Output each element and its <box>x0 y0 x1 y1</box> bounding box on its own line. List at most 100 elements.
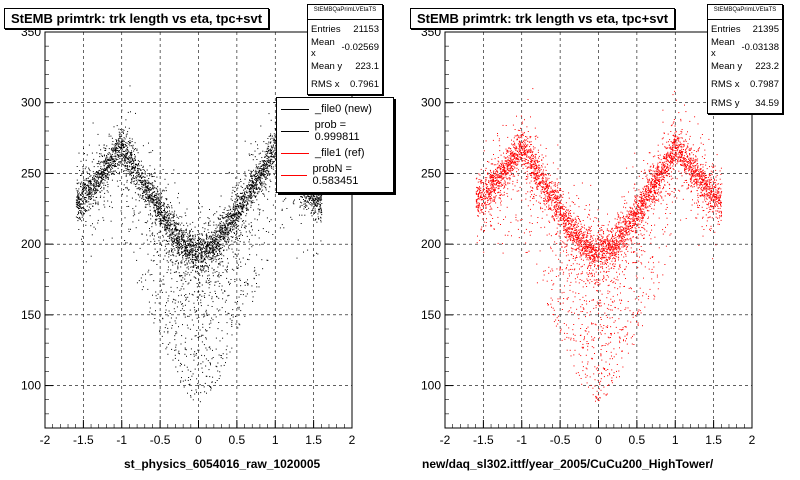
left-scatter-point <box>146 234 148 236</box>
left-scatter-point <box>185 240 187 242</box>
left-scatter-point <box>193 246 195 248</box>
left-scatter-point <box>78 217 80 219</box>
left-scatter-point <box>305 206 306 208</box>
left-scatter-point <box>209 248 211 250</box>
left-scatter-point <box>89 192 91 194</box>
left-scatter-point <box>119 136 121 137</box>
left-scatter-point <box>135 166 136 168</box>
left-scatter-point <box>185 299 187 301</box>
left-scatter-point <box>161 202 163 203</box>
left-scatter-point <box>146 191 148 193</box>
left-scatter-point <box>90 183 92 185</box>
left-scatter-point <box>209 346 211 348</box>
left-scatter-point <box>217 275 219 277</box>
left-scatter-point <box>128 228 130 230</box>
left-scatter-point <box>210 238 211 240</box>
left-scatter-point <box>176 237 178 239</box>
left-scatter-point <box>205 253 207 255</box>
left-scatter-point <box>111 143 113 145</box>
left-scatter-point <box>127 152 129 154</box>
left-scatter-point <box>125 152 127 154</box>
left-scatter-point <box>78 188 80 190</box>
left-scatter-point <box>191 238 193 240</box>
left-scatter-point <box>132 162 134 164</box>
left-scatter-point <box>165 229 166 231</box>
left-scatter-point <box>188 235 190 237</box>
left-scatter-point <box>272 156 274 158</box>
left-scatter-point <box>137 179 139 181</box>
left-scatter-point <box>209 376 211 378</box>
left-scatter-point <box>113 161 115 162</box>
left-scatter-point <box>237 240 239 241</box>
left-scatter-point <box>202 323 204 325</box>
left-scatter-point <box>221 307 223 309</box>
left-scatter-point <box>126 186 128 188</box>
left-scatter-point <box>116 150 118 151</box>
left-scatter-point <box>242 211 244 212</box>
left-scatter-point <box>256 286 258 288</box>
left-scatter-point <box>260 184 262 186</box>
left-scatter-point <box>130 154 132 155</box>
left-scatter-point <box>125 168 127 169</box>
left-scatter-point <box>112 162 114 164</box>
left-scatter-point <box>83 179 85 181</box>
left-scatter-point <box>241 224 243 226</box>
left-scatter-point <box>192 235 194 237</box>
left-scatter-point <box>109 155 111 157</box>
left-scatter-point <box>115 159 117 161</box>
left-scatter-point <box>166 260 168 262</box>
left-scatter-point <box>157 196 159 198</box>
left-scatter-point <box>197 243 199 245</box>
left-scatter-point <box>177 248 179 250</box>
left-scatter-point <box>171 243 173 245</box>
left-scatter-point <box>303 203 305 205</box>
left-scatter-point <box>94 177 96 179</box>
left-scatter-point <box>273 161 275 163</box>
left-scatter-point <box>167 261 169 263</box>
left-scatter-point <box>238 314 240 316</box>
left-scatter-point <box>184 255 186 257</box>
left-scatter-point <box>160 192 162 194</box>
left-scatter-point <box>140 180 142 182</box>
left-scatter-point <box>247 201 248 203</box>
left-scatter-point <box>81 220 83 222</box>
left-scatter-point <box>218 245 220 247</box>
left-scatter-point <box>170 290 172 292</box>
left-scatter-point <box>171 244 173 246</box>
left-scatter-point <box>146 222 148 224</box>
left-scatter-point <box>241 210 243 212</box>
left-scatter-point <box>184 278 186 280</box>
left-scatter-point <box>257 144 258 146</box>
left-scatter-point <box>254 179 256 181</box>
left-scatter-point <box>164 229 166 231</box>
left-scatter-point <box>237 215 239 217</box>
left-scatter-point <box>106 162 108 164</box>
left-scatter-point <box>180 240 182 242</box>
left-scatter-point <box>154 191 156 193</box>
left-scatter-point <box>274 157 276 159</box>
left-scatter-point <box>96 171 98 173</box>
left-scatter-point <box>81 203 83 205</box>
left-scatter-point <box>208 218 210 220</box>
left-scatter-point <box>269 142 271 144</box>
left-scatter-point <box>94 180 96 182</box>
left-scatter-point <box>160 221 162 223</box>
left-scatter-point <box>150 200 152 202</box>
left-scatter-point <box>194 351 196 353</box>
left-scatter-point <box>144 181 146 183</box>
left-scatter-point <box>271 148 273 150</box>
left-scatter-point <box>166 198 168 200</box>
left-scatter-point <box>197 357 199 359</box>
left-scatter-point <box>94 176 96 177</box>
left-scatter-point <box>318 210 320 212</box>
left-scatter-point <box>176 241 178 243</box>
left-scatter-point <box>251 229 253 231</box>
left-scatter-point <box>208 280 210 281</box>
left-scatter-point <box>104 159 106 161</box>
left-scatter-point <box>157 201 159 203</box>
left-scatter-point <box>179 216 181 217</box>
left-scatter-point <box>196 242 198 244</box>
left-scatter-point <box>256 171 258 173</box>
left-scatter-point <box>170 225 172 227</box>
left-scatter-point <box>97 133 99 135</box>
